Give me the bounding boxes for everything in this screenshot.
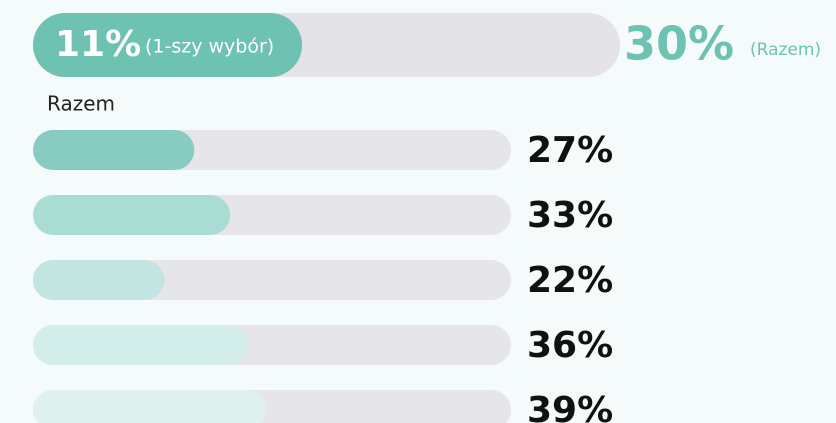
value-label: 39% [527, 390, 613, 423]
section-label: Razem [47, 92, 115, 116]
bar [33, 260, 165, 300]
total-label: (Razem) [750, 40, 821, 60]
total-value: 30% [624, 17, 734, 71]
bar [33, 13, 303, 77]
value-label: 27% [527, 130, 613, 171]
value-label: 33% [527, 195, 613, 236]
value-label: 22% [527, 260, 613, 301]
bar [33, 195, 231, 235]
value-label: 11% [55, 24, 141, 65]
label: (1-szy wybór) [145, 36, 274, 58]
bar [33, 390, 267, 423]
bar [33, 325, 249, 365]
value-label: 36% [527, 325, 613, 366]
bar [33, 130, 195, 170]
